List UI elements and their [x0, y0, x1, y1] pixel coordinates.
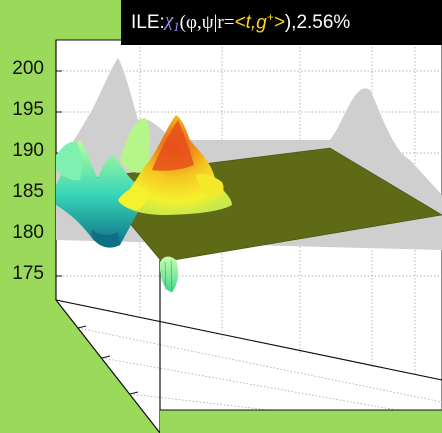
g-superscript: +	[266, 10, 274, 25]
front-panel	[160, 410, 442, 433]
z-tick-label: 195	[12, 99, 44, 120]
title-args: (φ,ψ|r=	[179, 11, 235, 33]
lower-spike	[160, 256, 179, 293]
title-percent: 2.56%	[296, 11, 351, 33]
z-tick-label: 185	[12, 181, 44, 202]
title-chi: χ1	[165, 10, 180, 35]
title-t: t	[245, 11, 251, 33]
g-symbol: g	[256, 12, 267, 34]
title-prefix: ILE:	[131, 11, 165, 33]
title-sep: ,	[250, 11, 257, 33]
z-tick-label: 190	[12, 140, 44, 161]
chi-subscript: 1	[173, 18, 180, 34]
title-lt: <	[234, 11, 246, 33]
title-gt: >	[273, 11, 285, 33]
z-tick-label: 175	[12, 263, 44, 284]
plot-title: ILE: χ1 (φ,ψ|r= < t , g+ > ), 2.56%	[121, 0, 442, 45]
chi-symbol: χ	[164, 10, 174, 32]
z-tick-label: 180	[12, 222, 44, 243]
title-g: g+	[256, 10, 274, 34]
main-peak	[118, 115, 232, 215]
front-frame-left	[0, 300, 160, 433]
title-close: ),	[284, 11, 297, 33]
left-surface	[56, 118, 150, 248]
z-tick-label: 200	[12, 58, 44, 79]
